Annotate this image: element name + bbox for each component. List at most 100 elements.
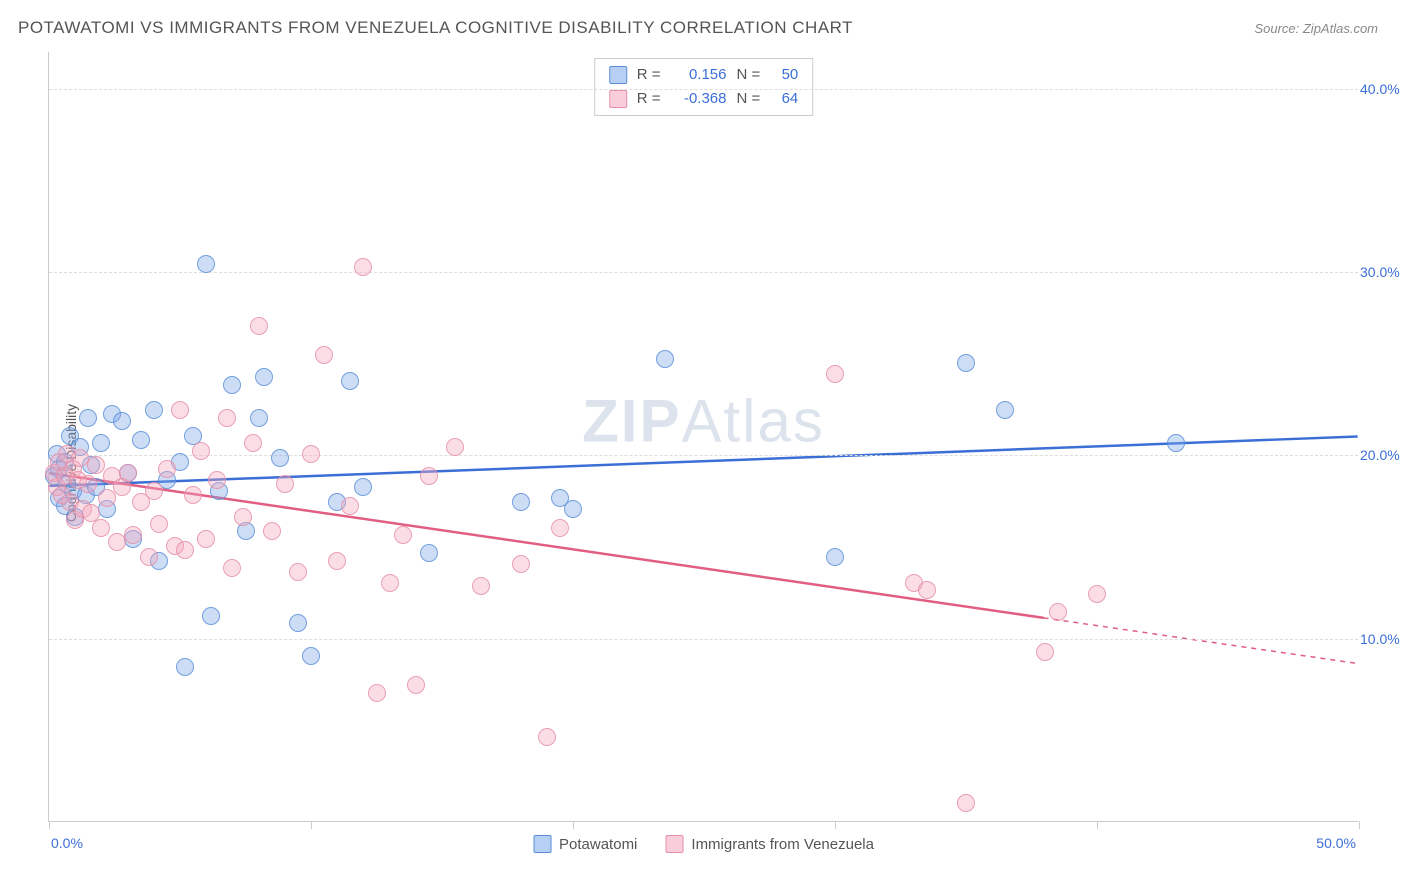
data-point xyxy=(184,486,202,504)
watermark-bold: ZIP xyxy=(582,388,681,455)
data-point xyxy=(328,552,346,570)
data-point xyxy=(124,526,142,544)
data-point xyxy=(87,456,105,474)
x-tick xyxy=(1359,821,1360,829)
data-point xyxy=(996,401,1014,419)
series-legend: Potawatomi Immigrants from Venezuela xyxy=(533,835,874,853)
data-point xyxy=(407,676,425,694)
data-point xyxy=(119,464,137,482)
trend-lines xyxy=(49,52,1358,821)
x-tick xyxy=(835,821,836,829)
chart-container: Cognitive Disability ZIPAtlas R = 0.156 … xyxy=(0,48,1406,878)
y-tick-label: 40.0% xyxy=(1360,81,1406,97)
n-label: N = xyxy=(737,87,761,111)
data-point xyxy=(192,442,210,460)
data-point xyxy=(158,460,176,478)
data-point xyxy=(150,515,168,533)
legend-item: Immigrants from Venezuela xyxy=(665,835,874,853)
data-point xyxy=(197,255,215,273)
data-point xyxy=(918,581,936,599)
data-point xyxy=(244,434,262,452)
data-point xyxy=(223,376,241,394)
data-point xyxy=(140,548,158,566)
data-point xyxy=(368,684,386,702)
correlation-legend: R = 0.156 N = 50 R = -0.368 N = 64 xyxy=(594,58,814,116)
x-tick xyxy=(1097,821,1098,829)
data-point xyxy=(132,431,150,449)
data-point xyxy=(263,522,281,540)
data-point xyxy=(512,493,530,511)
r-label: R = xyxy=(637,63,661,87)
watermark-light: Atlas xyxy=(681,388,824,455)
r-label: R = xyxy=(637,87,661,111)
legend-item: Potawatomi xyxy=(533,835,637,853)
data-point xyxy=(218,409,236,427)
y-tick-label: 20.0% xyxy=(1360,447,1406,463)
gridline xyxy=(49,639,1358,640)
legend-label: Immigrants from Venezuela xyxy=(691,836,874,853)
data-point xyxy=(250,409,268,427)
trend-line-extrapolated xyxy=(1044,618,1358,664)
data-point xyxy=(551,519,569,537)
data-point xyxy=(208,471,226,489)
r-value: 0.156 xyxy=(671,63,727,87)
data-point xyxy=(420,467,438,485)
data-point xyxy=(381,574,399,592)
data-point xyxy=(202,607,220,625)
swatch-icon xyxy=(665,835,683,853)
data-point xyxy=(176,541,194,559)
data-point xyxy=(92,434,110,452)
data-point xyxy=(98,489,116,507)
r-value: -0.368 xyxy=(671,87,727,111)
swatch-icon xyxy=(533,835,551,853)
x-tick-label: 50.0% xyxy=(1316,835,1356,851)
data-point xyxy=(826,365,844,383)
data-point xyxy=(1167,434,1185,452)
n-value: 50 xyxy=(770,63,798,87)
data-point xyxy=(302,647,320,665)
data-point xyxy=(957,354,975,372)
x-tick xyxy=(311,821,312,829)
data-point xyxy=(1036,643,1054,661)
gridline xyxy=(49,89,1358,90)
data-point xyxy=(1088,585,1106,603)
data-point xyxy=(234,508,252,526)
data-point xyxy=(197,530,215,548)
data-point xyxy=(255,368,273,386)
data-point xyxy=(276,475,294,493)
data-point xyxy=(145,482,163,500)
plot-area: ZIPAtlas R = 0.156 N = 50 R = -0.368 N =… xyxy=(48,52,1358,822)
data-point xyxy=(538,728,556,746)
gridline xyxy=(49,272,1358,273)
data-point xyxy=(92,519,110,537)
swatch-icon xyxy=(609,90,627,108)
x-tick xyxy=(573,821,574,829)
correlation-row: R = -0.368 N = 64 xyxy=(609,87,799,111)
data-point xyxy=(176,658,194,676)
data-point xyxy=(341,372,359,390)
data-point xyxy=(79,409,97,427)
data-point xyxy=(271,449,289,467)
data-point xyxy=(957,794,975,812)
data-point xyxy=(113,412,131,430)
data-point xyxy=(341,497,359,515)
swatch-icon xyxy=(609,66,627,84)
x-tick-label: 0.0% xyxy=(51,835,83,851)
correlation-row: R = 0.156 N = 50 xyxy=(609,63,799,87)
n-label: N = xyxy=(737,63,761,87)
chart-title: POTAWATOMI VS IMMIGRANTS FROM VENEZUELA … xyxy=(18,18,853,38)
data-point xyxy=(354,258,372,276)
legend-label: Potawatomi xyxy=(559,836,637,853)
data-point xyxy=(656,350,674,368)
data-point xyxy=(223,559,241,577)
data-point xyxy=(512,555,530,573)
header-bar: POTAWATOMI VS IMMIGRANTS FROM VENEZUELA … xyxy=(0,0,1406,48)
data-point xyxy=(289,563,307,581)
data-point xyxy=(145,401,163,419)
data-point xyxy=(1049,603,1067,621)
data-point xyxy=(394,526,412,544)
data-point xyxy=(472,577,490,595)
data-point xyxy=(826,548,844,566)
source-label: Source: ZipAtlas.com xyxy=(1254,21,1378,36)
data-point xyxy=(564,500,582,518)
